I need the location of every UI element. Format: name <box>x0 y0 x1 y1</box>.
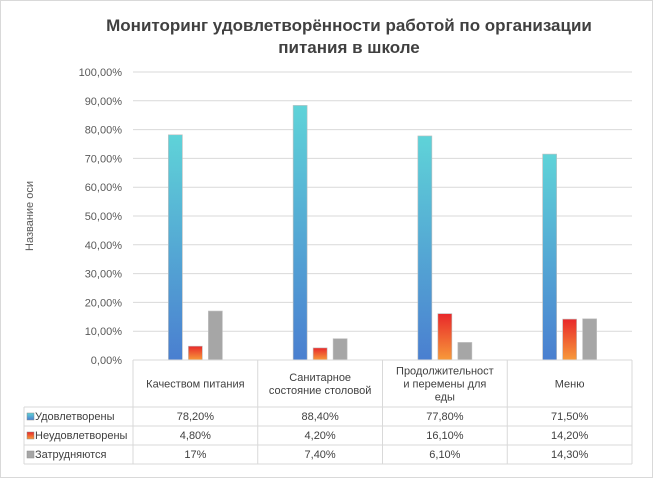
legend-key <box>26 412 35 421</box>
y-tick-label: 80,00% <box>85 125 123 137</box>
category-label: еды <box>435 392 455 404</box>
y-tick-label: 100,00% <box>79 67 123 79</box>
bar <box>312 347 328 361</box>
data-table-value: 4,80% <box>180 430 211 442</box>
bar <box>457 342 473 361</box>
category-label: Продолжительност <box>396 366 494 378</box>
y-tick-label: 20,00% <box>85 297 123 309</box>
y-tick-label: 0,00% <box>91 355 122 367</box>
data-table-value: 14,20% <box>551 430 589 442</box>
bar <box>188 345 203 361</box>
category-label: и перемены для <box>403 379 486 391</box>
bar <box>582 318 597 361</box>
category-label: Качеством питания <box>146 379 244 391</box>
legend-key <box>26 431 35 440</box>
chart-title-line: питания в школе <box>278 38 419 57</box>
data-table-value: 4,20% <box>305 430 336 442</box>
data-table-value: 71,50% <box>551 411 589 423</box>
bar <box>417 135 433 361</box>
bar <box>542 153 557 361</box>
data-table-value: 16,10% <box>426 430 464 442</box>
series-name: Затрудняются <box>35 449 107 461</box>
y-tick-label: 40,00% <box>85 240 123 252</box>
bar <box>437 313 453 361</box>
data-table-value: 77,80% <box>426 411 464 423</box>
y-tick-label: 50,00% <box>85 211 123 223</box>
y-tick-label: 60,00% <box>85 182 123 194</box>
data-table-value: 17% <box>184 449 206 461</box>
chart-title-line: Мониторинг удовлетворённости работой по … <box>106 16 592 35</box>
category-label: Меню <box>555 379 585 391</box>
category-label: состояние столовой <box>269 385 372 397</box>
bar <box>208 310 223 361</box>
category-label: Санитарное <box>289 372 351 384</box>
bar <box>562 318 577 361</box>
data-table-value: 6,10% <box>429 449 460 461</box>
bar <box>168 134 183 361</box>
y-tick-label: 90,00% <box>85 96 123 108</box>
data-table-value: 7,40% <box>305 449 336 461</box>
y-tick-label: 70,00% <box>85 153 123 165</box>
bar <box>332 338 348 361</box>
data-table-value: 14,30% <box>551 449 589 461</box>
y-tick-label: 10,00% <box>85 326 123 338</box>
legend-key <box>26 450 35 459</box>
y-axis-title: Название оси <box>24 181 36 251</box>
series-name: Удовлетворены <box>35 411 115 423</box>
bar <box>292 105 308 361</box>
data-table-value: 78,20% <box>177 411 215 423</box>
data-table-value: 88,40% <box>301 411 339 423</box>
series-name: Неудовлетворены <box>35 430 128 442</box>
y-tick-label: 30,00% <box>85 269 123 281</box>
